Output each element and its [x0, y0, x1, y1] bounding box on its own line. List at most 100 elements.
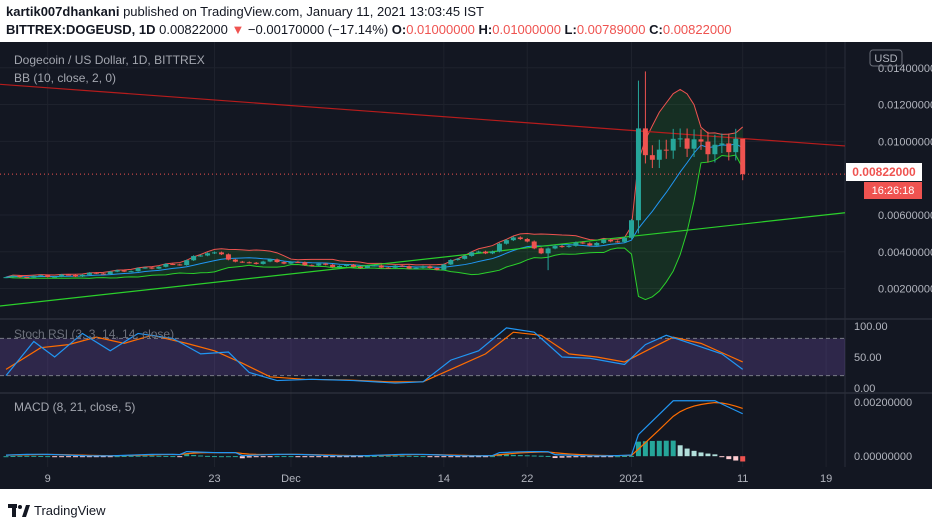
candle-body — [52, 276, 58, 278]
candle-body — [427, 266, 433, 269]
chart-area[interactable]: 0.01400000 0.01200000 0.01000000 0.00600000… — [0, 42, 932, 489]
macd-label: MACD (8, 21, close, 5) — [14, 400, 135, 414]
macd-histogram-bar — [538, 455, 544, 457]
macd-histogram-bar — [580, 456, 586, 458]
macd-histogram-bar — [434, 456, 440, 458]
macd-histogram-bar — [232, 456, 238, 458]
macd-histogram-bar — [191, 454, 197, 457]
candle-body — [622, 237, 628, 242]
macd-histogram-bar — [38, 455, 44, 457]
macd-histogram-bar — [726, 456, 732, 460]
candle-body — [316, 263, 322, 266]
macd-line — [5, 400, 743, 457]
badges: USD 0.00822000 16:26:18 — [846, 49, 922, 199]
macd-histogram-bar — [121, 455, 127, 457]
macd-histogram-bar — [364, 456, 370, 458]
candle-body — [191, 256, 197, 261]
candle-body — [691, 139, 697, 149]
macd-histogram-bar — [566, 456, 572, 458]
macd-histogram-bar — [490, 456, 495, 458]
candle-body — [274, 259, 280, 263]
macd-histogram-bar — [622, 456, 628, 458]
macd-histogram-bar — [114, 456, 120, 458]
stoch-rsi-band — [0, 338, 845, 376]
last-price: 0.00822000 — [155, 22, 228, 37]
chart-svg[interactable]: 0.014000000.012000000.010000000.00600000… — [0, 42, 932, 489]
macd-histogram-bar — [601, 456, 607, 458]
macd-histogram-bar — [420, 456, 426, 458]
candle-body — [17, 275, 23, 278]
high-value: 0.01000000 — [492, 22, 561, 37]
candle-body — [24, 277, 30, 279]
macd-histogram-bar — [371, 455, 377, 457]
macd-histogram-bar — [323, 456, 329, 458]
candle-body — [357, 266, 363, 268]
pane-labels: Dogecoin / US Dollar, 1D, BITTREX BB (10… — [14, 53, 205, 414]
candle-body — [295, 261, 301, 263]
trendlines — [0, 83, 846, 307]
macd-histogram-bar — [316, 456, 322, 458]
macd-histogram-bar — [552, 456, 558, 459]
candle-body — [212, 252, 217, 254]
macd-histogram-bar — [288, 456, 294, 458]
macd-histogram-bar — [719, 456, 725, 458]
candle-body — [580, 242, 586, 244]
macd-histogram-bar — [510, 454, 516, 457]
macd-histogram-bar — [684, 448, 690, 457]
macd-histogram-bar — [594, 456, 600, 458]
footer: TradingView — [0, 489, 932, 529]
symbol-line: BITTREX:DOGEUSD, 1D 0.00822000 ▼ −0.0017… — [6, 22, 732, 37]
candle-body — [705, 141, 711, 155]
time-tick-label: 19 — [820, 473, 832, 485]
time-axis[interactable]: 9 23 Dec 14 22 2021 11 19 — [45, 473, 833, 485]
macd-histogram-bar — [309, 456, 315, 458]
candle-body — [142, 267, 148, 269]
macd-histogram-bar — [45, 456, 51, 458]
time-tick-label: Dec — [281, 473, 301, 485]
price-tick-label: 0.00200000 — [878, 284, 932, 296]
macd-histogram-bar — [295, 456, 301, 458]
macd-histogram-bar — [212, 456, 217, 458]
macd-histogram-bar — [79, 456, 85, 458]
price-tick-label: 0.01200000 — [878, 100, 932, 112]
close-value: 0.00822000 — [662, 22, 732, 37]
macd-histogram-bar — [31, 455, 37, 457]
candle-body — [38, 275, 44, 277]
candle-body — [86, 272, 92, 275]
macd-histogram-bar — [52, 456, 58, 458]
candle-body — [253, 262, 259, 264]
chart-title: Dogecoin / US Dollar, 1D, BITTREX — [14, 53, 205, 67]
macd-histogram-bar — [531, 455, 537, 457]
author-name[interactable]: kartik007dhankani — [6, 4, 120, 19]
candle-body — [100, 273, 106, 275]
candle-body — [441, 264, 447, 270]
stoch-rsi-pane: 100.00 50.00 0.00 — [0, 321, 888, 395]
macd-histogram-bar — [107, 456, 113, 458]
macd-histogram-bar — [483, 456, 489, 458]
candle-body — [677, 138, 683, 140]
candle-body — [198, 255, 204, 257]
currency-badge[interactable]: USD — [874, 53, 897, 65]
tradingview-logo[interactable]: TradingView — [8, 503, 106, 518]
macd-histogram-bar — [246, 456, 252, 458]
macd-histogram-bar — [100, 456, 106, 458]
candle-body — [364, 265, 370, 268]
candle-body — [594, 242, 600, 246]
countdown-badge-box — [864, 182, 922, 199]
candle-body — [531, 241, 537, 249]
currency-badge-box[interactable] — [869, 49, 903, 67]
price-tick-label: 0.00600000 — [878, 210, 932, 222]
time-tick-label: 14 — [438, 473, 450, 485]
resistance-trendline — [0, 83, 846, 147]
candle-body — [392, 265, 398, 268]
macd-histogram-bar — [330, 456, 336, 458]
macd-histogram-bar — [517, 455, 523, 457]
candle-body — [281, 262, 287, 264]
stoch-rsi-label: Stoch RSI (3, 3, 14, 14, close) — [14, 327, 174, 341]
macd-histogram-bar — [392, 455, 398, 457]
candle-body — [448, 259, 454, 265]
price-axis[interactable]: 0.014000000.012000000.010000000.00600000… — [878, 63, 932, 296]
candle-body — [538, 248, 544, 254]
macd-histogram-bar — [698, 452, 704, 457]
candle-body — [684, 138, 690, 149]
